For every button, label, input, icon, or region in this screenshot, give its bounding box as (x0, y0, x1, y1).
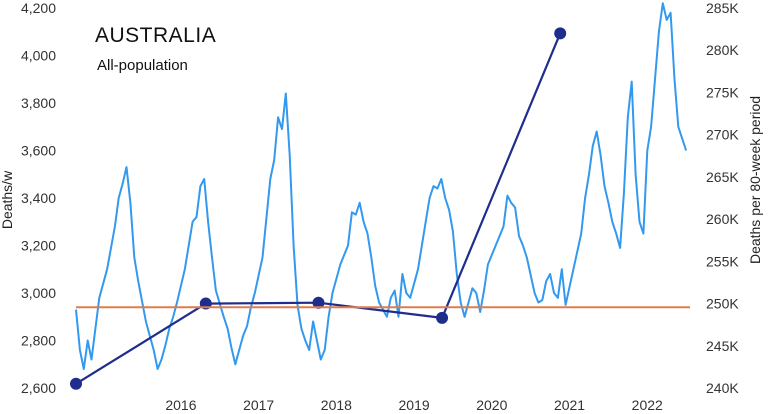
y-tick-label: 2,600 (21, 380, 56, 396)
y2-tick-label: 260K (706, 211, 739, 227)
y2-tick-label: 250K (706, 296, 739, 312)
x-tick-label: 2018 (321, 397, 352, 413)
y-axis-left-ticks: 2,600 2,800 3,000 3,200 3,400 3,600 3,800 4,000… (21, 0, 56, 396)
y2-tick-label: 240K (706, 380, 739, 396)
y2-tick-label: 270K (706, 127, 739, 143)
y-tick-label: 4,000 (21, 48, 56, 64)
y2-tick-label: 255K (706, 253, 739, 269)
x-axis-ticks: 2016 2017 2018 2019 2020 2021 2022 (165, 397, 663, 413)
y-tick-label: 3,200 (21, 238, 56, 254)
y2-tick-label: 275K (706, 84, 739, 100)
y-tick-label: 3,000 (21, 285, 56, 301)
y-tick-label: 4,200 (21, 0, 56, 16)
y-axis-right-ticks: 240K 245K 250K 255K 260K 265K 270K 275K 280K 285K (706, 0, 739, 396)
y-tick-label: 3,600 (21, 143, 56, 159)
chart-title: AUSTRALIA (95, 24, 216, 47)
x-tick-label: 2016 (165, 397, 196, 413)
x-tick-label: 2020 (476, 397, 507, 413)
y2-tick-label: 245K (706, 338, 739, 354)
x-tick-label: 2022 (632, 397, 663, 413)
y2-tick-label: 285K (706, 0, 739, 16)
chart-subtitle: All-population (97, 57, 188, 74)
x-tick-label: 2021 (554, 397, 585, 413)
y-tick-label: 3,400 (21, 190, 56, 206)
y2-tick-label: 280K (706, 42, 739, 58)
period-data-point (554, 27, 567, 40)
period-data-point (312, 296, 325, 309)
series-lines (70, 2, 690, 390)
y2-axis-title: Deaths per 80-week period (747, 96, 763, 264)
x-tick-label: 2017 (243, 397, 274, 413)
y2-tick-label: 265K (706, 169, 739, 185)
period-data-point (70, 377, 82, 390)
period-data-point (436, 311, 449, 324)
y-tick-label: 2,800 (21, 333, 56, 349)
y-tick-label: 3,800 (21, 95, 56, 111)
y-axis-title: Deaths/w (0, 170, 15, 229)
x-tick-label: 2019 (399, 397, 430, 413)
